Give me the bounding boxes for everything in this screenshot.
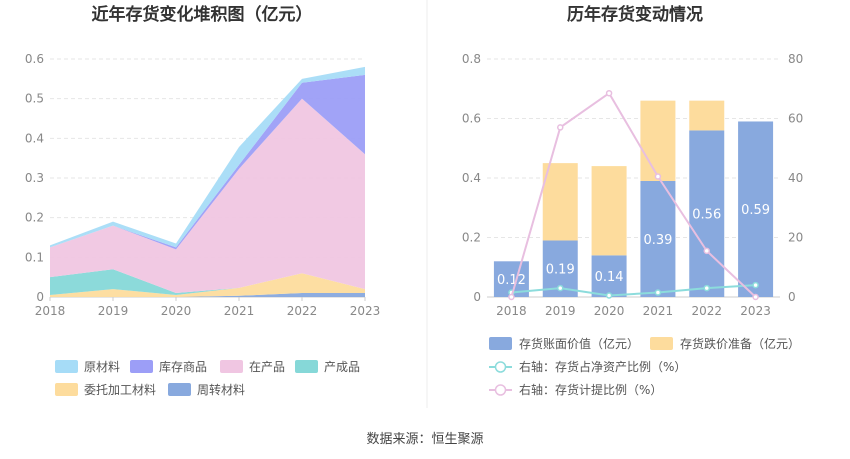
- legend-label-5: 周转材料: [197, 382, 245, 397]
- left-y-tick-label: 0.5: [25, 92, 44, 106]
- area-series-2: [50, 98, 365, 294]
- legend-label-4: 委托加工材料: [84, 383, 156, 397]
- legend-label-1: 库存商品: [159, 359, 207, 374]
- legend-swatch-3: [295, 360, 318, 373]
- left-y-tick-label: 0.6: [25, 52, 44, 66]
- legend-swatch-2: [220, 360, 243, 373]
- line-point-3: [752, 293, 759, 301]
- legend-label-line-2: 右轴：存货占净资产比例（%）: [519, 359, 686, 374]
- bar-data-label: 0.56: [692, 208, 721, 223]
- right-y-tick-label: 0.4: [462, 171, 481, 185]
- line-point-3: [654, 173, 662, 180]
- right-y2-tick-label: 0: [788, 290, 796, 304]
- legend-label-3: 产成品: [324, 360, 360, 374]
- left-x-tick-label: 2018: [35, 304, 66, 318]
- data-source: 数据来源：恒生聚源: [366, 432, 483, 447]
- bar-data-label: 0.12: [497, 273, 526, 288]
- left-x-tick-label: 2020: [161, 304, 192, 318]
- legend-label-0: 原材料: [84, 360, 120, 374]
- right-x-tick-label: 2019: [545, 304, 576, 318]
- line-point-3: [557, 124, 564, 131]
- bar-book-value: [591, 255, 627, 297]
- right-y-tick-label: 0.6: [462, 112, 481, 126]
- line-point-3: [508, 293, 515, 301]
- left-y-tick-label: 0.3: [25, 171, 44, 185]
- bar-book-value: [689, 130, 725, 297]
- left-y-tick-label: 0: [36, 290, 44, 304]
- bar-impairment: [591, 166, 627, 256]
- right-x-tick-label: 2018: [496, 304, 527, 318]
- legend-swatch-impairment: [650, 337, 673, 350]
- stacked-area-chart: 0 0.1 0.2 0.3 0.4 0.5 0.6 2018 2019 2020 2021 2022 2…: [25, 52, 380, 397]
- legend-label-book-value: 存货账面价值（亿元）: [519, 336, 639, 351]
- line-series-3: [510, 91, 757, 298]
- left-y-tick-label: 0.2: [25, 211, 44, 225]
- right-y2-tick-label: 60: [788, 112, 803, 126]
- left-x-tick-label: 2021: [224, 304, 255, 318]
- left-x-tick-label: 2019: [98, 304, 129, 318]
- right-x-tick-label: 2022: [691, 304, 722, 318]
- right-y-tick-label: 0.2: [462, 231, 481, 245]
- right-x-tick-label: 2021: [643, 304, 674, 318]
- right-y2-tick-label: 20: [788, 231, 803, 245]
- left-chart-title: 近年存货变化堆积图（亿元）: [92, 4, 313, 25]
- bar-data-label: 0.19: [546, 263, 575, 278]
- area-series-4: [50, 273, 365, 297]
- line-point-3: [703, 247, 710, 255]
- right-y2-tick-label: 40: [788, 171, 803, 185]
- bar-data-label: 0.14: [595, 270, 624, 285]
- right-x-tick-label: 2020: [594, 304, 625, 318]
- legend-swatch-5: [168, 383, 191, 396]
- left-x-tick-label: 2022: [287, 304, 318, 318]
- bar-data-label: 0.39: [643, 233, 672, 248]
- line-point-2: [654, 289, 662, 296]
- legend-swatch-0: [55, 360, 78, 373]
- bar-book-value: [738, 121, 774, 297]
- bar-impairment: [689, 100, 725, 131]
- right-y-tick-label: 0: [473, 290, 481, 304]
- legend-swatch-4: [55, 383, 78, 396]
- inventory-change-chart: 0 0.2 0.4 0.6 0.8 0 20 40 60 80 2018 2019 2020 2021 20…: [462, 52, 803, 397]
- legend-swatch-1: [130, 360, 153, 373]
- line-point-2: [557, 284, 564, 292]
- right-y2-tick-label: 80: [788, 52, 803, 66]
- area-series-3: [50, 269, 365, 296]
- legend-label-impairment: 存货跌价准备（亿元）: [680, 336, 800, 351]
- left-x-tick-label: 2023: [350, 304, 381, 318]
- line-point-3: [605, 89, 613, 97]
- bar-book-value: [640, 180, 676, 297]
- line-point-2: [752, 281, 759, 289]
- legend-label-2: 在产品: [249, 360, 285, 374]
- right-x-tick-label: 2023: [740, 304, 771, 318]
- line-point-2: [703, 284, 710, 292]
- area-series-1: [50, 74, 365, 250]
- right-y-tick-label: 0.8: [462, 52, 481, 66]
- left-y-tick-label: 0.4: [25, 131, 44, 145]
- legend-marker-3: [494, 384, 507, 396]
- left-y-tick-label: 0.1: [25, 250, 44, 264]
- legend-label-line-3: 右轴：存货计提比例（%）: [519, 382, 662, 397]
- bar-impairment: [542, 163, 578, 241]
- line-point-2: [605, 292, 613, 299]
- area-series-5: [50, 293, 365, 297]
- bar-impairment: [640, 100, 676, 181]
- right-chart-title: 历年存货变动情况: [567, 4, 703, 25]
- line-series-2: [511, 284, 756, 297]
- legend-marker-2: [494, 361, 507, 373]
- legend-swatch-book-value: [489, 337, 512, 350]
- bar-data-label: 0.59: [741, 203, 770, 218]
